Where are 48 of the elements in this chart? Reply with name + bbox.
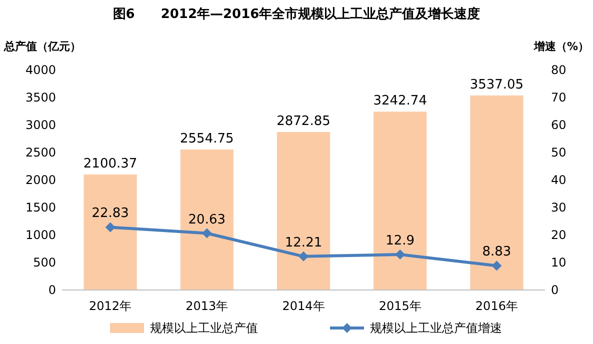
y2tick: 10 <box>551 256 566 270</box>
label: 2100.37 <box>83 156 138 172</box>
legend-label: 规模以上工业总产值 <box>150 321 258 335</box>
y2tick: 0 <box>551 283 559 297</box>
bar <box>84 174 137 290</box>
xtick: 2016年 <box>475 299 518 313</box>
title: 图6 2012年—2016年全市规模以上工业总产值及增长速度 <box>112 7 480 22</box>
y2tick: 50 <box>551 146 566 160</box>
xtick: 2013年 <box>186 299 228 313</box>
label: 2554.75 <box>180 132 234 146</box>
ytick: 1000 <box>25 228 56 242</box>
point <box>395 250 406 260</box>
bar <box>374 112 427 290</box>
xtick: 2014年 <box>282 299 325 313</box>
point <box>492 260 502 271</box>
y2tick: 40 <box>551 173 566 187</box>
label: 8.83 <box>482 244 512 260</box>
bar <box>470 95 524 290</box>
ytick: 2000 <box>25 173 56 187</box>
label: 12.21 <box>284 235 322 250</box>
bar <box>276 132 330 290</box>
ytick: 3500 <box>25 90 56 104</box>
label: 20.63 <box>188 212 226 228</box>
point <box>298 251 308 262</box>
label: 2872.85 <box>276 114 330 129</box>
y2tick: 80 <box>551 63 566 77</box>
xtick: 2015年 <box>378 299 422 313</box>
bar <box>180 149 234 290</box>
label: 3242.74 <box>373 94 427 109</box>
legend-label: 规模以上工业总产值增速 <box>370 321 502 335</box>
xtick: 2012年 <box>89 299 132 313</box>
ytick: 1500 <box>25 200 56 214</box>
label: 12.9 <box>386 234 415 249</box>
point <box>105 222 116 232</box>
y2tick: 30 <box>551 200 566 214</box>
ylabel: 总产值（亿元） <box>4 40 81 53</box>
ytick: 0 <box>48 283 56 297</box>
ytick: 4000 <box>25 63 56 77</box>
label: 22.83 <box>92 206 129 222</box>
ytick: 500 <box>33 256 56 270</box>
point <box>202 228 212 238</box>
y2tick: 20 <box>551 228 566 242</box>
y2tick: 60 <box>551 118 566 132</box>
y2tick: 70 <box>551 90 566 104</box>
ytick: 2500 <box>25 146 56 160</box>
label: 3537.05 <box>470 77 524 92</box>
y2label: 增速（%） <box>534 40 589 53</box>
ytick: 3000 <box>25 118 56 132</box>
